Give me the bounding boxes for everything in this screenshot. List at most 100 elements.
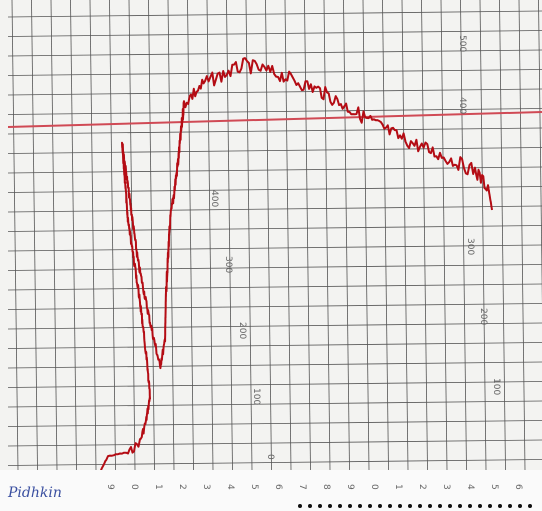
grid-horizontal — [7, 381, 542, 388]
perforation-dot — [378, 504, 382, 508]
perforation-dot — [348, 504, 352, 508]
grid-horizontal — [7, 400, 542, 408]
bottom-digit: 3 — [441, 484, 451, 490]
bottom-digit: 0 — [369, 484, 379, 490]
grid-horizontal — [7, 420, 542, 427]
scale-label: 400 — [209, 190, 219, 207]
grid-vertical — [323, 0, 331, 471]
perforation-dot — [498, 504, 502, 508]
perforation-dot — [518, 504, 522, 508]
grid-horizontal — [7, 166, 542, 174]
bottom-digit: 1 — [393, 484, 403, 490]
grid-vertical — [284, 0, 292, 471]
bottom-digit: 5 — [489, 484, 499, 490]
grid-horizontal — [7, 30, 542, 37]
grid-vertical — [245, 0, 253, 471]
perforation-dot — [318, 504, 322, 508]
grid-vertical — [265, 0, 272, 471]
grid-vertical — [460, 0, 467, 471]
grid-vertical — [128, 0, 136, 471]
grid-vertical — [382, 0, 389, 471]
grid-vertical — [440, 0, 448, 471]
perforation-dot — [298, 504, 302, 508]
grid-vertical — [70, 0, 77, 471]
grid-vertical — [31, 0, 38, 471]
grid-horizontal — [7, 88, 542, 96]
grid-vertical — [167, 0, 175, 471]
perforation-dot — [328, 504, 332, 508]
grid-vertical — [518, 0, 526, 471]
grid-horizontal — [7, 225, 542, 232]
grid-horizontal — [7, 244, 542, 252]
grid-horizontal — [7, 439, 542, 447]
bottom-digit: 9 — [105, 484, 115, 490]
grid-horizontal — [7, 127, 542, 135]
bottom-digit: 6 — [273, 484, 283, 490]
grid-vertical — [479, 0, 487, 471]
perforation-dot — [508, 504, 512, 508]
bottom-strip — [0, 470, 542, 511]
perforation-dot — [478, 504, 482, 508]
perforation-dot — [458, 504, 462, 508]
perforation-dot — [468, 504, 472, 508]
grid-vertical — [421, 0, 428, 471]
scale-label: 200 — [478, 308, 488, 325]
grid-vertical — [109, 0, 116, 471]
perforation-dot — [338, 504, 342, 508]
perforation-dot — [398, 504, 402, 508]
perforation-dot — [358, 504, 362, 508]
scale-labels: 400 300 200 100 0 500 400 300 200 100 — [209, 35, 501, 460]
bottom-digit: 0 — [129, 484, 139, 490]
bottom-digit: 2 — [177, 484, 187, 490]
grid-horizontal — [7, 342, 542, 349]
perforation-dot — [308, 504, 312, 508]
grid-vertical — [11, 0, 19, 471]
grid-vertical — [304, 0, 311, 471]
perforation-dot — [388, 504, 392, 508]
grid-horizontal — [7, 186, 542, 193]
grid-vertical — [401, 0, 409, 471]
grid-vertical — [148, 0, 155, 471]
grid-vertical — [50, 0, 58, 471]
grid-vertical — [89, 0, 97, 471]
grid-vertical — [187, 0, 194, 471]
scale-label: 300 — [223, 256, 233, 273]
perforation-dot — [448, 504, 452, 508]
grid-horizontal — [7, 283, 542, 291]
bottom-digit: 2 — [417, 484, 427, 490]
grid-vertical — [226, 0, 233, 471]
bottom-digit: 9 — [345, 484, 355, 490]
perforation-dot — [408, 504, 412, 508]
bottom-digit: 4 — [225, 484, 235, 490]
grid-horizontal — [7, 108, 542, 115]
grid-horizontal — [7, 205, 542, 213]
recorded-trace — [99, 57, 493, 473]
bottom-digit: 1 — [153, 484, 163, 490]
perforation-dot — [428, 504, 432, 508]
grid-vertical — [362, 0, 370, 471]
scale-label: 100 — [491, 378, 501, 395]
bottom-digit: 5 — [249, 484, 259, 490]
scale-label: 300 — [465, 238, 475, 255]
scale-label: 400 — [457, 97, 467, 114]
perforation — [298, 504, 532, 508]
bottom-digit: 6 — [513, 484, 523, 490]
bottom-digits: 9 0 1 2 3 4 5 6 7 8 9 0 1 2 3 4 5 6 — [105, 484, 523, 490]
bottom-digit: 7 — [297, 484, 307, 490]
perforation-dot — [368, 504, 372, 508]
grid-horizontal — [7, 264, 542, 271]
bottom-digit: 4 — [465, 484, 475, 490]
perforation-dot — [488, 504, 492, 508]
scale-label: 200 — [237, 322, 247, 339]
grid-vertical — [343, 0, 350, 471]
scale-label: 100 — [251, 388, 261, 405]
perforation-dot — [528, 504, 532, 508]
grid-horizontal — [7, 10, 542, 18]
bottom-digit: 3 — [201, 484, 211, 490]
grid-vertical — [499, 0, 506, 471]
scale-label: 500 — [457, 35, 467, 52]
handwriting: Pidhkin — [7, 485, 62, 501]
scale-label: 0 — [265, 454, 275, 460]
perforation-dot — [418, 504, 422, 508]
